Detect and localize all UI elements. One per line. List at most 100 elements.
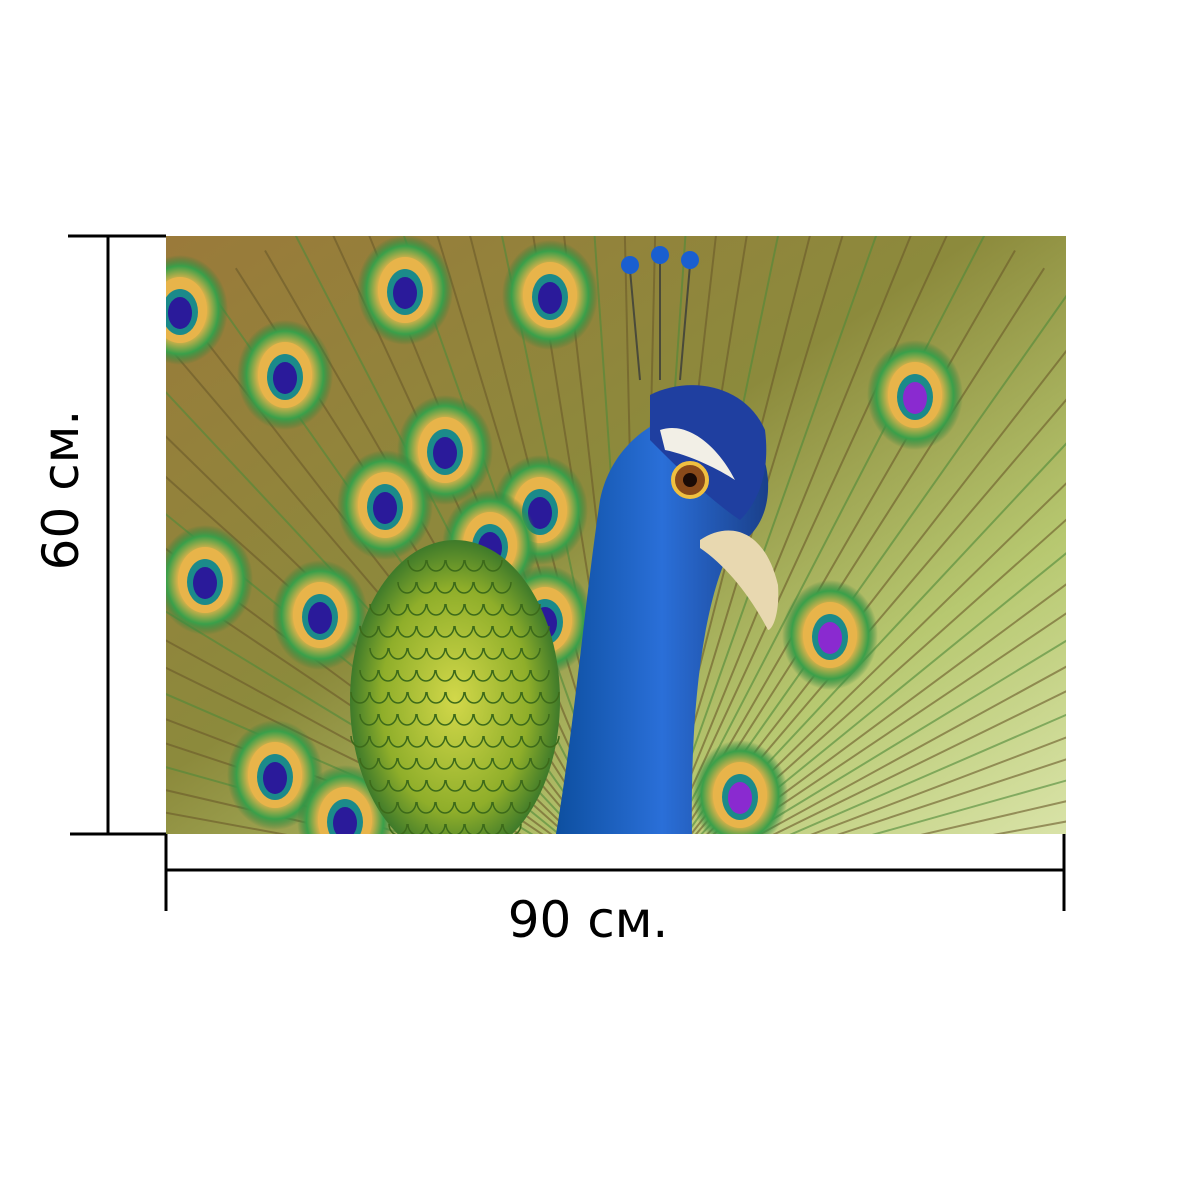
scale (359, 757, 379, 770)
scale (407, 823, 427, 834)
scale (445, 823, 465, 834)
scale (473, 669, 493, 682)
scale (502, 779, 522, 792)
eye-center (903, 382, 927, 414)
feather-strand (992, 820, 1066, 834)
scale (359, 669, 379, 682)
feather-strand (789, 713, 1066, 834)
feather-eye (166, 255, 228, 365)
scale (435, 625, 455, 638)
eye-center (263, 762, 287, 794)
eye-center (728, 782, 752, 814)
scale (388, 691, 408, 704)
scale (407, 735, 427, 748)
scale (388, 823, 408, 834)
feather-strand (669, 236, 948, 834)
feather-strand (166, 610, 534, 834)
scale (445, 691, 465, 704)
scale (464, 559, 484, 572)
scale (388, 735, 408, 748)
body-scales (350, 559, 560, 834)
scale (502, 735, 522, 748)
beak (700, 530, 779, 630)
scale (473, 581, 493, 594)
scale (407, 779, 427, 792)
scale (378, 625, 398, 638)
scale (407, 647, 427, 660)
feather-strand (166, 639, 522, 834)
scale (492, 581, 512, 594)
eye-center (818, 622, 842, 654)
feather-eye (692, 740, 788, 834)
scale (397, 669, 417, 682)
scale (473, 801, 493, 814)
eye-center (308, 602, 332, 634)
scale (445, 559, 465, 572)
scale (445, 735, 465, 748)
scale (511, 625, 531, 638)
scale (454, 669, 474, 682)
scale (416, 625, 436, 638)
scale (502, 691, 522, 704)
feather-strand (772, 690, 1066, 834)
scale (502, 603, 522, 616)
scale (473, 625, 493, 638)
scale (492, 713, 512, 726)
scale (483, 647, 503, 660)
feather-eye (867, 340, 963, 450)
scale (445, 779, 465, 792)
eye-center (528, 497, 552, 529)
scale (369, 779, 389, 792)
scale (416, 581, 436, 594)
neck (556, 410, 769, 834)
eye-center (273, 362, 297, 394)
scale (445, 603, 465, 616)
scale (540, 735, 560, 748)
feather-eye (166, 525, 253, 635)
scale (464, 691, 484, 704)
scale (369, 735, 389, 748)
scale (369, 647, 389, 660)
dimension-lines (68, 234, 1066, 911)
scale (483, 779, 503, 792)
feather-strand (640, 832, 1200, 900)
scale (464, 779, 484, 792)
body-feathers (350, 540, 560, 834)
scale (530, 757, 550, 770)
feather-strand (166, 580, 544, 834)
scale (511, 713, 531, 726)
scale (350, 691, 370, 704)
scale (369, 603, 389, 616)
scale (359, 713, 379, 726)
eye-center (433, 437, 457, 469)
scale (426, 559, 446, 572)
feather-eye (272, 560, 368, 670)
feather-eye (782, 580, 878, 690)
eye-stripe (660, 428, 735, 480)
scale (511, 801, 531, 814)
scale (473, 713, 493, 726)
scale (378, 713, 398, 726)
scale (464, 647, 484, 660)
scale (492, 757, 512, 770)
feather-strand (746, 639, 1066, 834)
scale (397, 757, 417, 770)
scale (426, 647, 446, 660)
crest (621, 246, 699, 381)
scale (521, 691, 541, 704)
feather-strand (836, 758, 1066, 834)
scale (464, 603, 484, 616)
eye-center (168, 297, 192, 329)
feather-eye (337, 450, 433, 560)
feather-eye (227, 720, 323, 830)
eye-center (538, 282, 562, 314)
scale (454, 713, 474, 726)
scale (540, 691, 560, 704)
scale (397, 581, 417, 594)
scale (416, 757, 436, 770)
eye-center (193, 567, 217, 599)
scale (397, 801, 417, 814)
eye-center (373, 492, 397, 524)
scale (492, 625, 512, 638)
